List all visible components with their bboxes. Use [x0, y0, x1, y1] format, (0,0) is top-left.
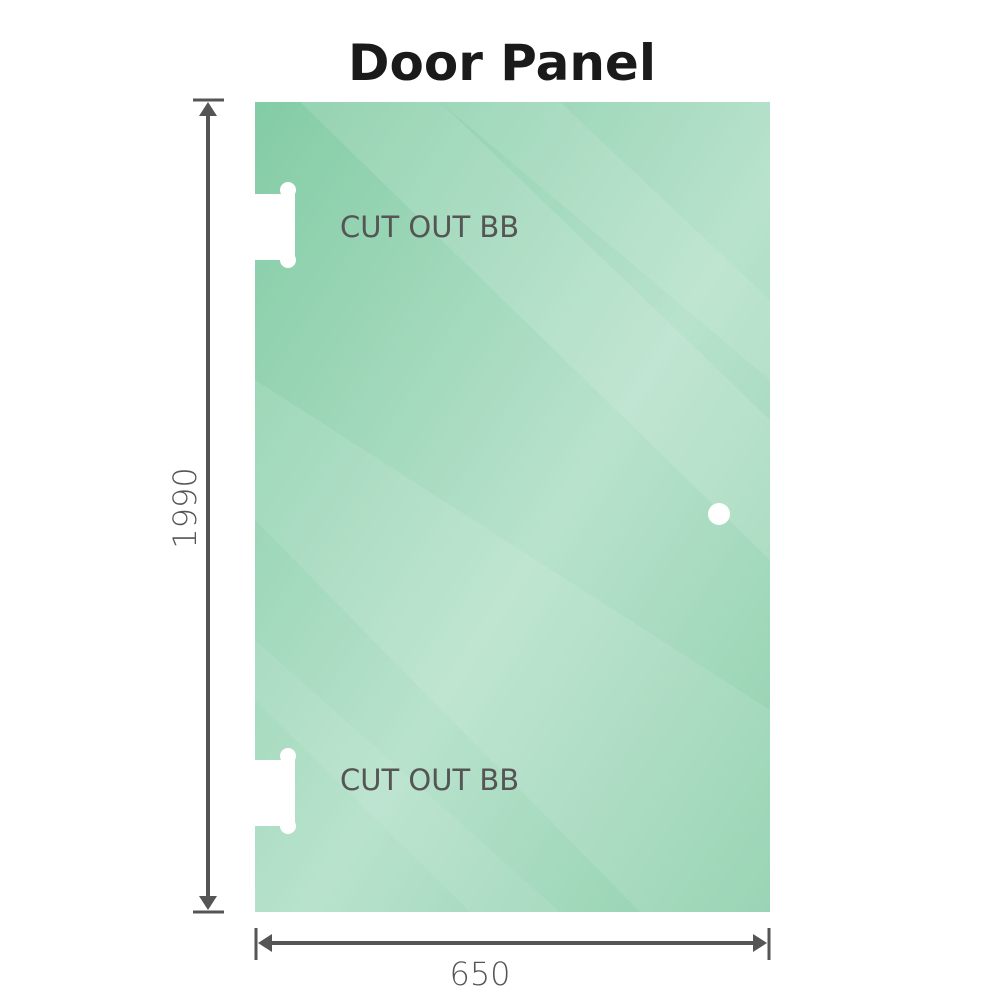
- cutout-label-top: CUT OUT BB: [340, 210, 519, 244]
- width-dimension-label: 650: [449, 955, 510, 993]
- glass-panel: [255, 102, 770, 912]
- cutout-label-bottom: CUT OUT BB: [340, 763, 519, 797]
- page-title: Door Panel: [348, 34, 656, 92]
- height-dimension-arrow: [193, 98, 224, 914]
- width-dimension-arrow: [254, 928, 771, 960]
- cutout-top: [250, 182, 296, 268]
- height-dimension-label: 1990: [166, 467, 204, 548]
- handle-hole: [708, 503, 730, 525]
- cutout-bottom: [250, 748, 296, 834]
